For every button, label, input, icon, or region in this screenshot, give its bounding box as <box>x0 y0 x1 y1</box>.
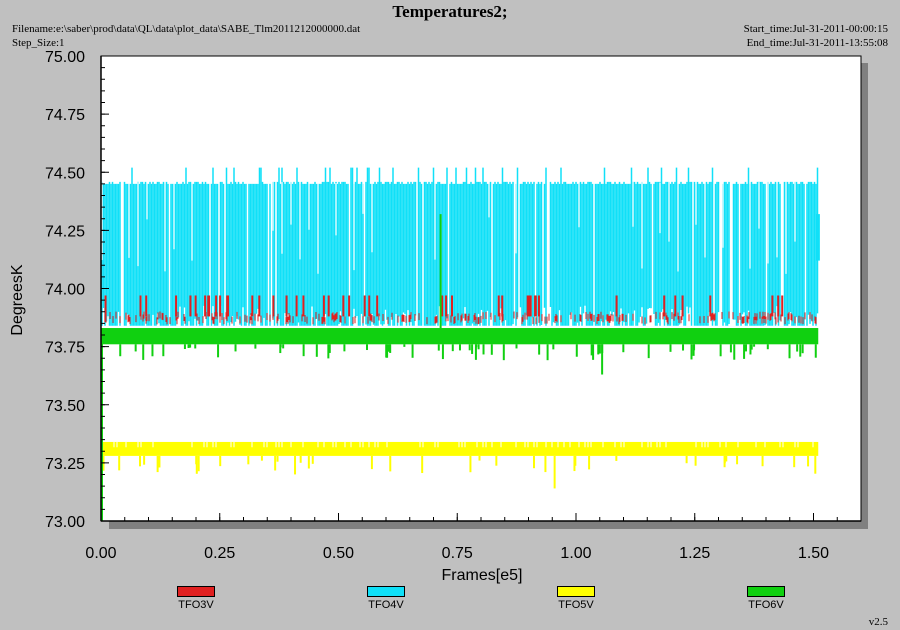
series-tfo3v <box>104 295 817 325</box>
x-tick-label: 0.75 <box>442 545 473 562</box>
legend-swatch <box>747 586 785 597</box>
x-tick-label: 1.50 <box>798 545 829 562</box>
legend-label: TFO4V <box>368 599 404 611</box>
legend-label: TFO3V <box>178 599 214 611</box>
x-tick-label: 0.25 <box>204 545 235 562</box>
series-tfo4v <box>101 167 820 326</box>
end-time-text: End_time:Jul-31-2011-13:55:08 <box>746 37 888 49</box>
y-tick-label: 74.50 <box>45 165 85 182</box>
x-tick-label: 0.50 <box>323 545 354 562</box>
legend-swatch <box>177 586 215 597</box>
legend-item-tfo6v: TFO6V <box>736 586 796 611</box>
start-time-text: Start_time:Jul-31-2011-00:00:15 <box>743 23 888 35</box>
x-tick-label: 1.25 <box>679 545 710 562</box>
legend-label: TFO5V <box>558 599 594 611</box>
x-tick-label: 0.00 <box>85 545 116 562</box>
y-tick-label: 73.50 <box>45 398 85 415</box>
filename-text: Filename:e:\saber\prod\data\QL\data\plot… <box>12 23 361 35</box>
series-tfo6v-band <box>102 328 819 345</box>
series-tfo4v-end <box>815 214 820 261</box>
x-axis-label: Frames[e5] <box>442 567 523 584</box>
series-layer <box>101 167 820 521</box>
legend-swatch <box>557 586 595 597</box>
legend-label: TFO6V <box>748 599 784 611</box>
y-axis-label: DegreesK <box>9 264 26 335</box>
chart-title: Temperatures2; <box>392 2 508 21</box>
y-tick-label: 74.25 <box>45 223 85 240</box>
series-tfo5v-band <box>102 441 819 456</box>
series-tfo6v <box>101 214 819 521</box>
version-text: v2.5 <box>868 616 888 628</box>
legend-item-tfo3v: TFO3V <box>166 586 226 611</box>
step-size-text: Step_Size:1 <box>12 37 65 49</box>
y-tick-label: 74.75 <box>45 107 85 124</box>
legend-item-tfo5v: TFO5V <box>546 586 606 611</box>
y-tick-label: 73.25 <box>45 456 85 473</box>
y-tick-label: 75.00 <box>45 49 85 66</box>
axes-layer: 73.00 73.25 73.50 73.75 74.00 74.25 74.50 74.75… <box>45 49 862 562</box>
x-tick-label: 1.00 <box>560 545 591 562</box>
y-tick-label: 74.00 <box>45 282 85 299</box>
y-tick-label: 73.00 <box>45 514 85 531</box>
legend-item-tfo4v: TFO4V <box>356 586 416 611</box>
legend-swatch <box>367 586 405 597</box>
series-tfo5v <box>102 441 819 489</box>
y-tick-label: 73.75 <box>45 340 85 357</box>
